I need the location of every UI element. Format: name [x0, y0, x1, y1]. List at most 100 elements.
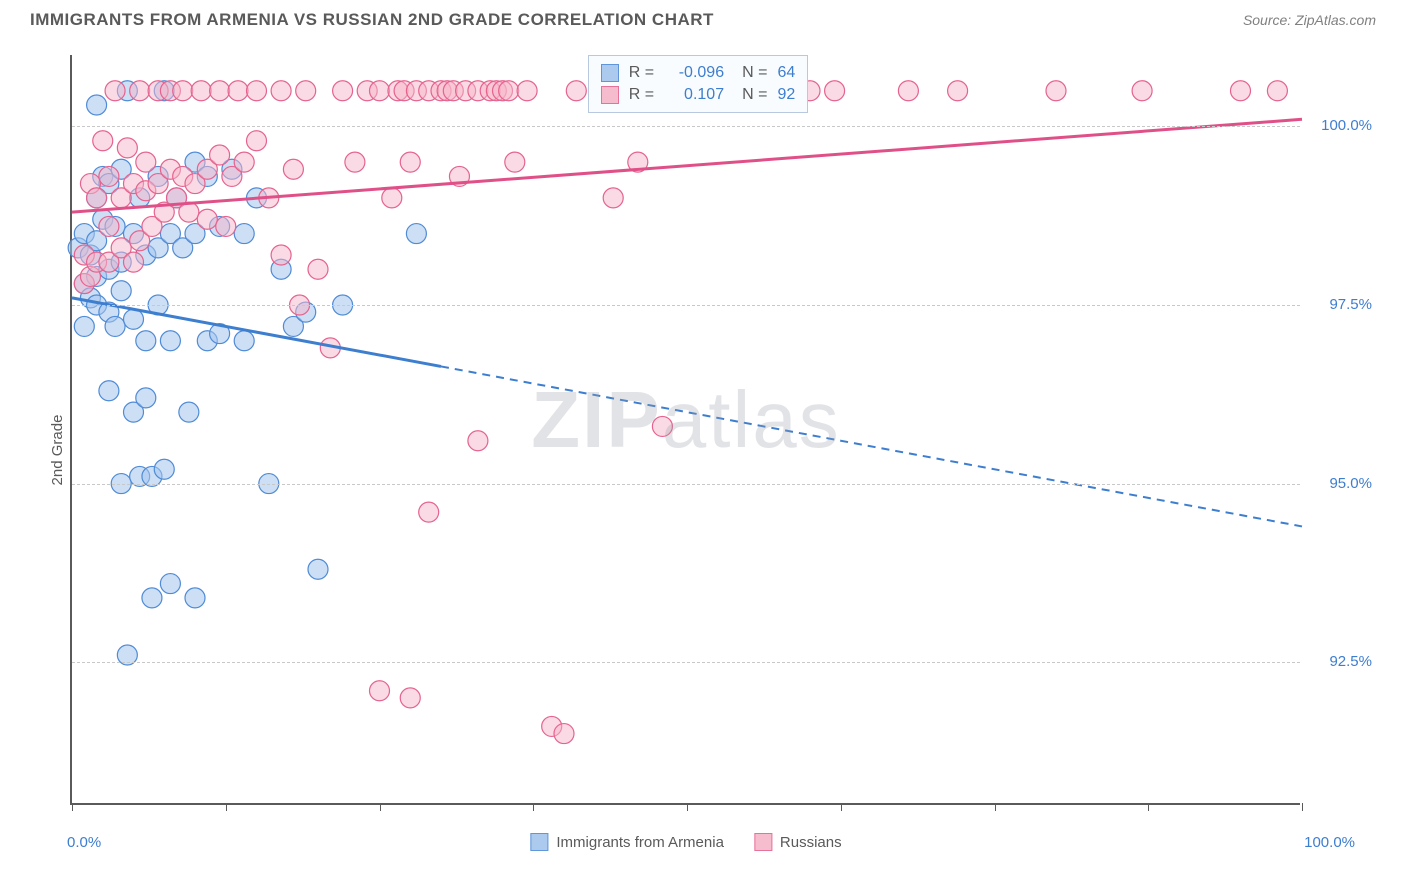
scatter-point [99, 166, 119, 186]
gridline [72, 126, 1300, 127]
x-tick-label: 0.0% [67, 834, 101, 851]
scatter-point [173, 81, 193, 101]
scatter-point [93, 131, 113, 151]
scatter-point [333, 81, 353, 101]
scatter-point [99, 216, 119, 236]
stat-n-value: 64 [777, 64, 795, 82]
scatter-point [191, 81, 211, 101]
scatter-point [216, 216, 236, 236]
y-axis-label: 2nd Grade [49, 415, 66, 486]
scatter-point [105, 316, 125, 336]
scatter-point [566, 81, 586, 101]
legend-item: Immigrants from Armenia [530, 833, 724, 851]
scatter-point [308, 259, 328, 279]
legend-swatch [530, 833, 548, 851]
scatter-point [234, 152, 254, 172]
legend-swatch [601, 86, 619, 104]
y-tick-label: 92.5% [1329, 653, 1372, 670]
scatter-point [1267, 81, 1287, 101]
scatter-point [210, 81, 230, 101]
scatter-point [499, 81, 519, 101]
scatter-point [652, 416, 672, 436]
scatter-point [234, 331, 254, 351]
gridline [72, 662, 1300, 663]
scatter-point [111, 281, 131, 301]
x-tick [995, 803, 996, 811]
scatter-point [1231, 81, 1251, 101]
scatter-point [825, 81, 845, 101]
stat-row: R =0.107N =92 [601, 84, 795, 106]
scatter-point [370, 81, 390, 101]
gridline [72, 305, 1300, 306]
scatter-point [517, 81, 537, 101]
gridline [72, 484, 1300, 485]
scatter-point [124, 309, 144, 329]
scatter-point [228, 81, 248, 101]
scatter-point [1132, 81, 1152, 101]
scatter-point [370, 681, 390, 701]
scatter-point [136, 388, 156, 408]
chart-header: IMMIGRANTS FROM ARMENIA VS RUSSIAN 2ND G… [0, 0, 1406, 40]
scatter-point [130, 81, 150, 101]
y-tick-label: 100.0% [1321, 117, 1372, 134]
trend-line-dashed [441, 366, 1302, 526]
x-tick [226, 803, 227, 811]
scatter-point [382, 188, 402, 208]
scatter-point [136, 152, 156, 172]
x-tick [841, 803, 842, 811]
x-tick-label: 100.0% [1304, 834, 1355, 851]
legend-swatch [601, 64, 619, 82]
plot-svg [72, 55, 1300, 803]
scatter-point [197, 209, 217, 229]
x-tick [687, 803, 688, 811]
stat-row: R = -0.096 N = 64 [601, 62, 795, 84]
scatter-point [247, 131, 267, 151]
stat-r-value: 0.107 [664, 86, 724, 104]
scatter-point [603, 188, 623, 208]
scatter-point [898, 81, 918, 101]
scatter-point [105, 81, 125, 101]
scatter-point [87, 188, 107, 208]
scatter-point [99, 381, 119, 401]
stat-r-label: R = [629, 64, 654, 82]
y-tick-label: 97.5% [1329, 296, 1372, 313]
stat-n-value: 92 [777, 86, 795, 104]
x-tick [72, 803, 73, 811]
scatter-point [87, 95, 107, 115]
scatter-point [179, 402, 199, 422]
y-tick-label: 95.0% [1329, 475, 1372, 492]
legend-item: Russians [754, 833, 842, 851]
stat-n-label: N = [742, 64, 767, 82]
chart-wrap: 2nd Grade ZIPatlas R =-0.096N =64R =0.10… [30, 45, 1380, 855]
scatter-point [210, 145, 230, 165]
scatter-point [554, 724, 574, 744]
scatter-point [74, 316, 94, 336]
scatter-point [117, 138, 137, 158]
scatter-point [154, 459, 174, 479]
scatter-point [185, 588, 205, 608]
legend-swatch [754, 833, 772, 851]
plot-area: ZIPatlas R =-0.096N =64R =0.107N =92 Imm… [70, 55, 1300, 805]
scatter-point [271, 245, 291, 265]
scatter-point [505, 152, 525, 172]
trend-line [72, 298, 441, 367]
scatter-point [283, 159, 303, 179]
scatter-point [296, 81, 316, 101]
scatter-point [406, 224, 426, 244]
scatter-point [160, 574, 180, 594]
scatter-point [234, 224, 254, 244]
scatter-point [400, 152, 420, 172]
legend-label: Immigrants from Armenia [556, 834, 724, 851]
x-tick [380, 803, 381, 811]
stat-r-value: -0.096 [664, 64, 724, 82]
x-tick [1302, 803, 1303, 811]
bottom-legend: Immigrants from Armenia Russians [530, 833, 841, 851]
scatter-point [142, 588, 162, 608]
scatter-point [124, 252, 144, 272]
scatter-point [468, 431, 488, 451]
scatter-point [948, 81, 968, 101]
scatter-point [400, 688, 420, 708]
scatter-point [247, 81, 267, 101]
scatter-point [308, 559, 328, 579]
chart-title: IMMIGRANTS FROM ARMENIA VS RUSSIAN 2ND G… [30, 10, 714, 30]
